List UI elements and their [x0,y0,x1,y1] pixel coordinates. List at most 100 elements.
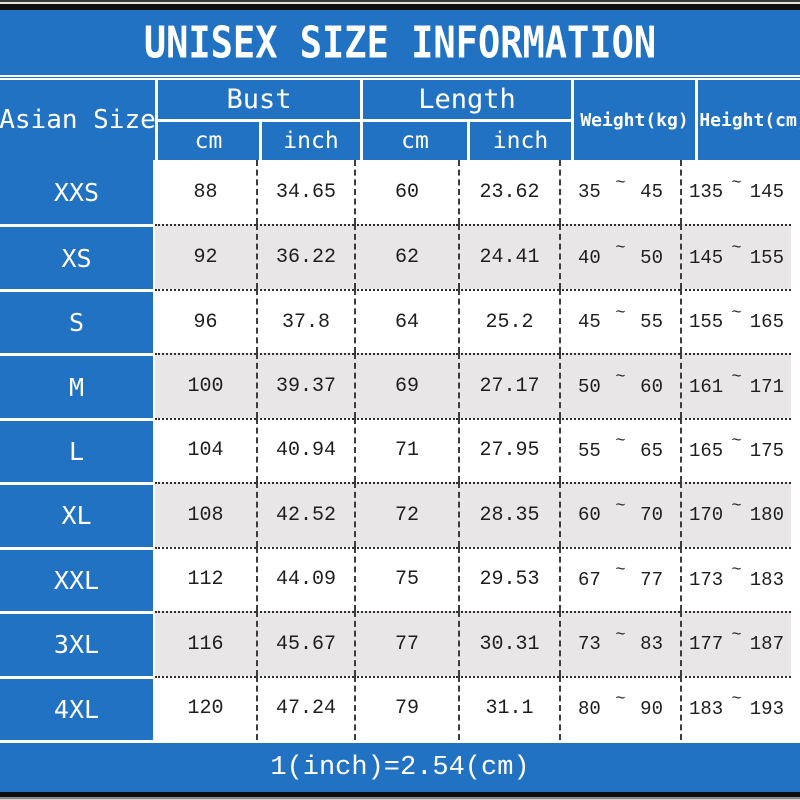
table-row-m: M 100 39.37 69 27.17 50 ~ 60 161 ~ 171 [0,353,800,418]
tilde-icon: ~ [615,368,626,388]
col-header-weight: Weight(kg) [574,80,695,160]
conversion-note-bar: 1(inch)=2.54(cm) [0,740,800,792]
tilde-icon: ~ [615,173,626,193]
height-min: 161 [689,375,724,398]
height-range: 145 ~ 155 [680,224,791,289]
size-label: XS [0,224,155,289]
height-max: 145 [749,181,784,204]
tilde-icon: ~ [731,368,742,388]
tilde-icon: ~ [731,690,742,710]
weight-min: 45 [578,311,601,334]
conversion-note: 1(inch)=2.54(cm) [270,752,530,783]
tilde-icon: ~ [615,432,626,452]
weight-min: 50 [578,375,601,398]
length-inch-value: 30.31 [458,611,559,676]
height-min: 177 [689,633,724,656]
weight-max: 60 [640,375,663,398]
weight-max: 77 [640,568,663,591]
tilde-icon: ~ [731,173,742,193]
height-max: 165 [749,311,784,334]
weight-min: 80 [578,697,601,720]
height-range: 155 ~ 165 [680,288,791,354]
bust-inch-value: 39.37 [256,353,354,418]
bust-inch-value: 47.24 [256,675,354,740]
bust-inch-value: 44.09 [256,546,354,612]
bust-inch-value: 42.52 [256,482,354,547]
weight-max: 65 [640,439,663,462]
height-range: 177 ~ 187 [680,611,791,676]
table-row-l: L 104 40.94 71 27.95 55 ~ 65 165 ~ 175 [0,417,800,483]
size-label: S [0,288,155,354]
tilde-icon: ~ [615,625,626,645]
height-range: 165 ~ 175 [680,417,791,483]
height-min: 183 [689,697,724,720]
weight-range: 73 ~ 83 [559,611,680,676]
bust-cm-value: 116 [155,611,256,676]
length-cm-value: 72 [354,482,458,547]
tilde-icon: ~ [615,496,626,516]
table-row-xxs: XXS 88 34.65 60 23.62 35 ~ 45 135 ~ 145 [0,160,800,225]
table-row-3xl: 3XL 116 45.67 77 30.31 73 ~ 83 177 ~ 187 [0,611,800,676]
size-label: L [0,417,155,483]
table-row-xxl: XXL 112 44.09 75 29.53 67 ~ 77 173 ~ 183 [0,546,800,612]
weight-range: 80 ~ 90 [559,675,680,740]
col-header-length-inch: inch [470,121,571,160]
tilde-icon: ~ [731,432,742,452]
bottom-edge-bar [0,792,800,800]
weight-min: 60 [578,504,601,527]
size-label: XL [0,482,155,547]
bust-cm-value: 96 [155,288,256,354]
weight-range: 50 ~ 60 [559,353,680,418]
tilde-icon: ~ [615,239,626,259]
length-inch-value: 27.95 [458,417,559,483]
length-inch-value: 28.35 [458,482,559,547]
length-cm-value: 71 [354,417,458,483]
col-header-height: Height(cm) [698,80,800,160]
weight-range: 55 ~ 65 [559,417,680,483]
weight-min: 55 [578,439,601,462]
weight-max: 83 [640,633,663,656]
weight-range: 67 ~ 77 [559,546,680,612]
length-cm-value: 60 [354,160,458,225]
weight-max: 70 [640,504,663,527]
length-inch-value: 31.1 [458,675,559,740]
length-inch-value: 27.17 [458,353,559,418]
tilde-icon: ~ [615,303,626,323]
height-min: 135 [689,181,724,204]
height-min: 165 [689,439,724,462]
bust-cm-value: 108 [155,482,256,547]
title-separator [0,75,800,80]
size-label: XXL [0,546,155,612]
height-min: 170 [689,504,724,527]
height-max: 183 [749,568,784,591]
length-cm-value: 69 [354,353,458,418]
page-title: UNISEX SIZE INFORMATION [143,17,657,68]
bust-inch-value: 37.8 [256,288,354,354]
height-max: 180 [749,504,784,527]
col-header-bust: Bust [158,80,360,119]
col-header-length-cm: cm [363,121,467,160]
col-header-bust-inch: inch [262,121,360,160]
size-label: XXS [0,160,155,225]
weight-max: 45 [640,181,663,204]
weight-range: 45 ~ 55 [559,288,680,354]
height-range: 173 ~ 183 [680,546,791,612]
length-cm-value: 79 [354,675,458,740]
tilde-icon: ~ [615,561,626,581]
height-range: 135 ~ 145 [680,160,791,225]
height-min: 155 [689,311,724,334]
size-label: 3XL [0,611,155,676]
tilde-icon: ~ [731,625,742,645]
height-max: 175 [749,439,784,462]
tilde-icon: ~ [731,303,742,323]
height-range: 183 ~ 193 [680,675,791,740]
weight-min: 67 [578,568,601,591]
bust-inch-value: 34.65 [256,160,354,225]
title-bar: UNISEX SIZE INFORMATION [0,10,800,75]
bust-cm-value: 120 [155,675,256,740]
length-inch-value: 29.53 [458,546,559,612]
length-cm-value: 64 [354,288,458,354]
length-inch-value: 25.2 [458,288,559,354]
table-row-s: S 96 37.8 64 25.2 45 ~ 55 155 ~ 165 [0,288,800,354]
